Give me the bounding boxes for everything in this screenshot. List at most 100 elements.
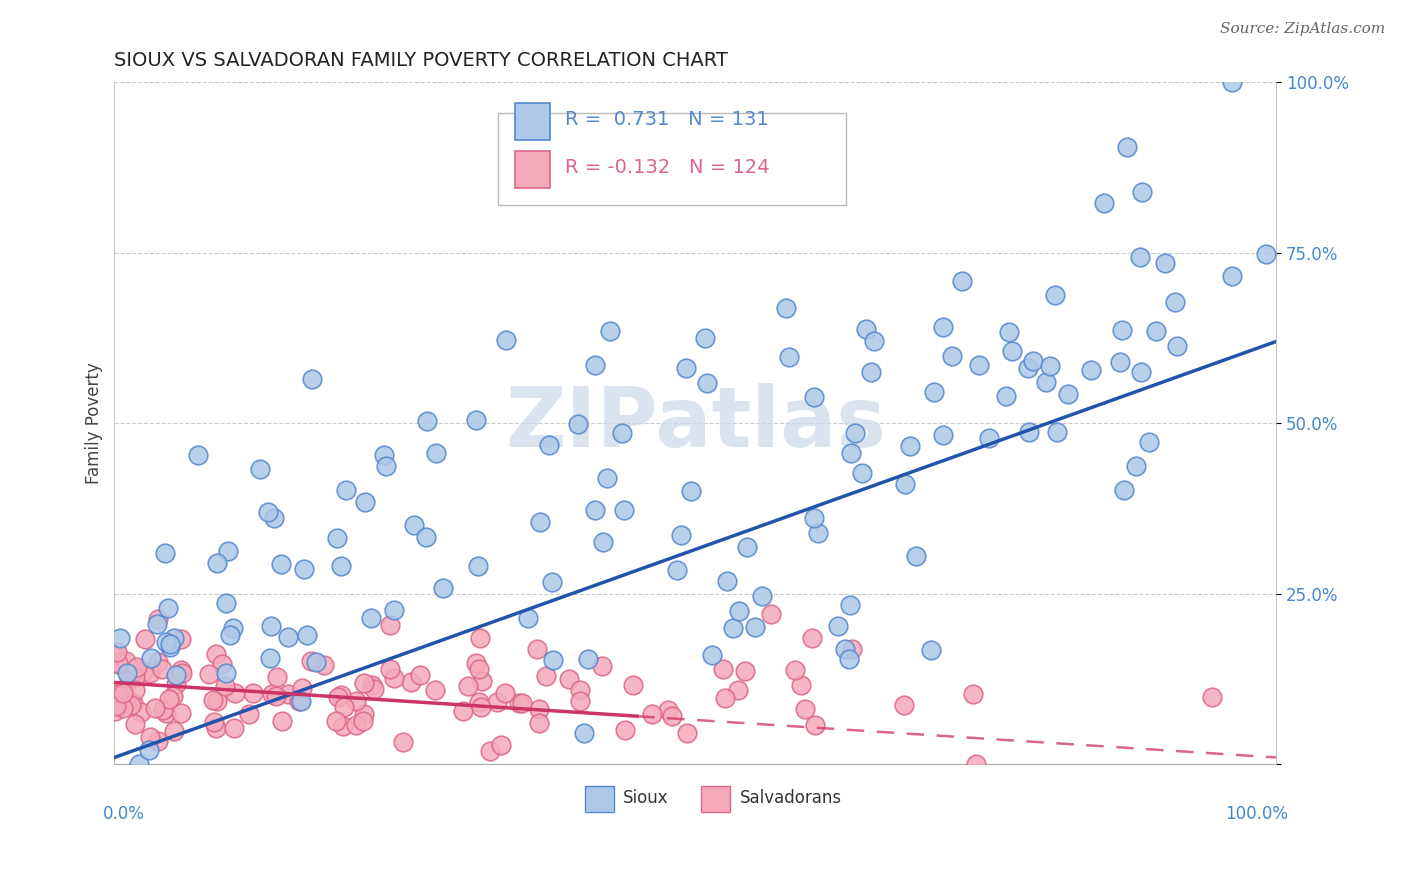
Point xyxy=(124,682,146,697)
Point xyxy=(107,656,129,670)
Point xyxy=(375,458,398,473)
FancyBboxPatch shape xyxy=(585,786,614,812)
Point xyxy=(159,637,181,651)
Point xyxy=(271,714,294,728)
Point xyxy=(270,557,292,571)
Point xyxy=(855,321,877,335)
Point xyxy=(905,549,928,563)
Point xyxy=(146,616,169,631)
Point xyxy=(325,714,347,729)
Point xyxy=(681,484,703,499)
Point xyxy=(451,704,474,718)
Point xyxy=(277,630,299,644)
Point xyxy=(138,743,160,757)
Point xyxy=(143,701,166,715)
Point xyxy=(485,695,508,709)
Point xyxy=(838,598,860,612)
Point xyxy=(804,718,827,732)
Point xyxy=(569,683,592,698)
Point xyxy=(1035,375,1057,389)
FancyBboxPatch shape xyxy=(515,151,550,188)
Text: ZIPatlas: ZIPatlas xyxy=(505,383,886,464)
Point xyxy=(202,693,225,707)
Point xyxy=(839,446,862,460)
Point xyxy=(851,466,873,480)
Point xyxy=(529,716,551,731)
Point xyxy=(107,657,129,672)
Point xyxy=(1220,268,1243,283)
Point xyxy=(104,704,127,718)
Point xyxy=(152,703,174,717)
Point xyxy=(457,679,479,693)
Point xyxy=(287,694,309,708)
Point xyxy=(744,620,766,634)
Y-axis label: Family Poverty: Family Poverty xyxy=(86,362,103,484)
Point xyxy=(105,698,128,713)
Point xyxy=(1080,363,1102,377)
Point xyxy=(470,700,492,714)
Point xyxy=(471,674,494,689)
Point xyxy=(676,726,699,740)
Point xyxy=(785,663,807,677)
Point xyxy=(344,717,367,731)
Point xyxy=(1001,343,1024,358)
Point xyxy=(328,690,350,704)
Point xyxy=(1130,185,1153,199)
Point xyxy=(242,686,264,700)
Text: Source: ZipAtlas.com: Source: ZipAtlas.com xyxy=(1219,22,1385,37)
Point xyxy=(344,694,367,708)
Point xyxy=(263,511,285,525)
Point xyxy=(759,607,782,622)
Point xyxy=(277,687,299,701)
Point xyxy=(675,360,697,375)
Point xyxy=(950,274,973,288)
Point xyxy=(517,610,540,624)
Point xyxy=(165,676,187,690)
Point xyxy=(122,696,145,710)
Point xyxy=(157,600,180,615)
Point xyxy=(378,662,401,676)
Point xyxy=(378,617,401,632)
Point xyxy=(941,349,963,363)
Point xyxy=(922,385,945,400)
Point xyxy=(125,663,148,677)
Point xyxy=(863,334,886,348)
Point xyxy=(790,678,813,692)
Point xyxy=(211,657,233,672)
Point xyxy=(735,540,758,554)
Point xyxy=(107,687,129,701)
Point xyxy=(838,652,860,666)
Point xyxy=(163,632,186,646)
Point xyxy=(217,544,239,558)
Text: Salvadorans: Salvadorans xyxy=(740,789,842,807)
Point xyxy=(170,664,193,678)
Point xyxy=(153,546,176,560)
Point xyxy=(1046,425,1069,439)
Point xyxy=(657,702,679,716)
Point xyxy=(1017,360,1039,375)
Point xyxy=(599,324,621,338)
Point xyxy=(567,417,589,431)
Point xyxy=(558,673,581,687)
Point xyxy=(202,715,225,730)
Point xyxy=(803,511,825,525)
Point xyxy=(834,642,856,657)
Point xyxy=(640,706,662,721)
Point xyxy=(1125,458,1147,473)
Point xyxy=(163,724,186,739)
Point xyxy=(363,681,385,696)
Point xyxy=(621,677,644,691)
FancyBboxPatch shape xyxy=(498,113,846,205)
Point xyxy=(146,734,169,748)
Point xyxy=(1022,353,1045,368)
Point xyxy=(224,686,246,700)
Point xyxy=(844,426,866,441)
Point xyxy=(159,640,181,654)
Point xyxy=(721,621,744,635)
Point xyxy=(1256,247,1278,261)
Point xyxy=(155,706,177,721)
Point xyxy=(124,670,146,684)
Point xyxy=(222,621,245,635)
Point xyxy=(115,690,138,705)
Point xyxy=(893,698,915,712)
